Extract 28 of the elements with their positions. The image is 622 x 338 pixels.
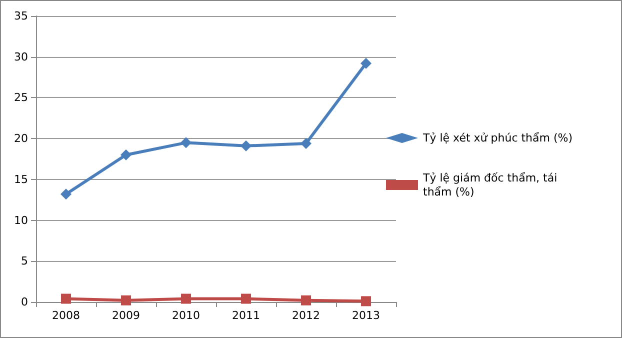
x-tick-label: 2013 xyxy=(352,309,380,322)
point xyxy=(360,58,372,69)
y-tick-label: 35 xyxy=(14,10,28,22)
y-tick-label: 20 xyxy=(14,132,28,146)
point xyxy=(61,294,71,304)
point xyxy=(120,149,132,160)
legend-label: Tỷ lệ giám đốc thẩm, tái thẩm (%) xyxy=(422,172,561,198)
point xyxy=(180,137,192,148)
x-tick-label: 2011 xyxy=(232,309,260,322)
y-tick-label: 15 xyxy=(14,172,28,186)
point xyxy=(361,296,371,306)
point xyxy=(60,188,72,200)
point xyxy=(301,295,311,306)
x-tick-label: 2010 xyxy=(172,309,200,322)
point xyxy=(181,294,191,304)
point xyxy=(300,138,312,149)
y-tick-label: 5 xyxy=(21,254,28,268)
y-tick-label: 25 xyxy=(14,91,28,104)
legend-label: Tỷ lệ xét xử phúc thẩm (%) xyxy=(422,132,573,144)
x-tick-label: 2009 xyxy=(112,309,140,322)
point xyxy=(121,295,131,306)
y-tick-label: 10 xyxy=(14,214,28,227)
y-tick-label: 0 xyxy=(21,296,28,308)
point xyxy=(240,140,252,152)
x-tick-label: 2012 xyxy=(292,309,320,322)
point xyxy=(241,294,251,304)
y-tick-label: 30 xyxy=(14,50,28,64)
x-tick-label: 2008 xyxy=(52,309,80,322)
